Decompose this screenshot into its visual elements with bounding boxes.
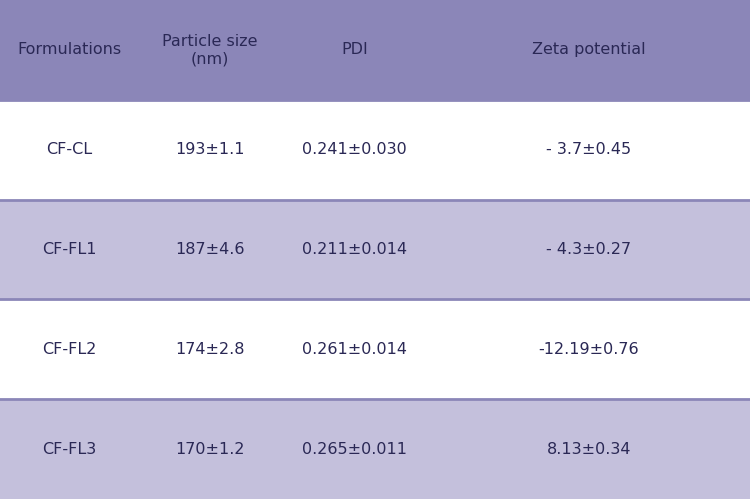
Text: Zeta potential: Zeta potential [532,42,646,57]
Text: 187±4.6: 187±4.6 [176,242,244,257]
Text: 0.241±0.030: 0.241±0.030 [302,142,406,157]
Bar [0,100,750,200]
Text: 0.261±0.014: 0.261±0.014 [302,342,406,357]
Text: 170±1.2: 170±1.2 [176,442,244,457]
Text: CF-FL3: CF-FL3 [42,442,97,457]
Text: PDI: PDI [341,42,368,57]
Text: - 3.7±0.45: - 3.7±0.45 [546,142,632,157]
Text: 174±2.8: 174±2.8 [176,342,244,357]
Bar [0,299,750,399]
Text: CF-CL: CF-CL [46,142,92,157]
Text: Formulations: Formulations [17,42,122,57]
Text: CF-FL2: CF-FL2 [42,342,97,357]
Text: - 4.3±0.27: - 4.3±0.27 [546,242,632,257]
Text: 193±1.1: 193±1.1 [176,142,244,157]
Bar [0,399,750,499]
Bar [0,200,750,299]
Text: Particle size
(nm): Particle size (nm) [162,34,258,66]
Text: CF-FL1: CF-FL1 [42,242,97,257]
Text: 8.13±0.34: 8.13±0.34 [547,442,631,457]
Text: -12.19±0.76: -12.19±0.76 [538,342,639,357]
Text: 0.265±0.011: 0.265±0.011 [302,442,406,457]
Text: 0.211±0.014: 0.211±0.014 [302,242,407,257]
